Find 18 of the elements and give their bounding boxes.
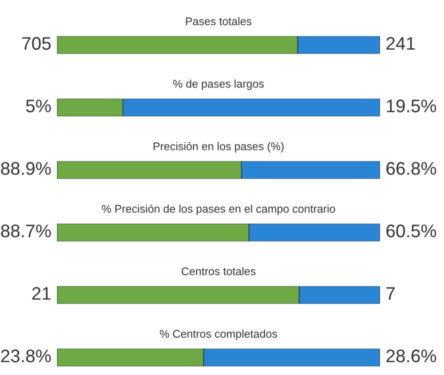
chart-title: Pases totales (186, 17, 252, 26)
data-label: 5% (26, 100, 51, 112)
data-label: 88.7% (1, 224, 51, 238)
data-label: 23.8% (1, 350, 51, 362)
chart-title: Centros totales (182, 267, 256, 276)
data-label: 21 (32, 287, 51, 300)
data-label: 66.8% (386, 162, 436, 175)
data-label: 7 (386, 287, 395, 300)
data-label: 28.6% (386, 350, 436, 362)
data-label: 241 (386, 37, 415, 50)
chart-title: % Precisión de los pases en el campo contrario (102, 204, 336, 215)
data-label: 705 (22, 37, 51, 50)
chart-title: % Centros completados (160, 330, 278, 340)
data-label: 19.5% (386, 100, 436, 112)
chart-title: % de pases largos (173, 80, 264, 90)
chart-title: Precisión en los pases (%) (154, 142, 284, 152)
data-label: 60.5% (386, 224, 436, 238)
data-label: 88.9% (1, 162, 51, 175)
